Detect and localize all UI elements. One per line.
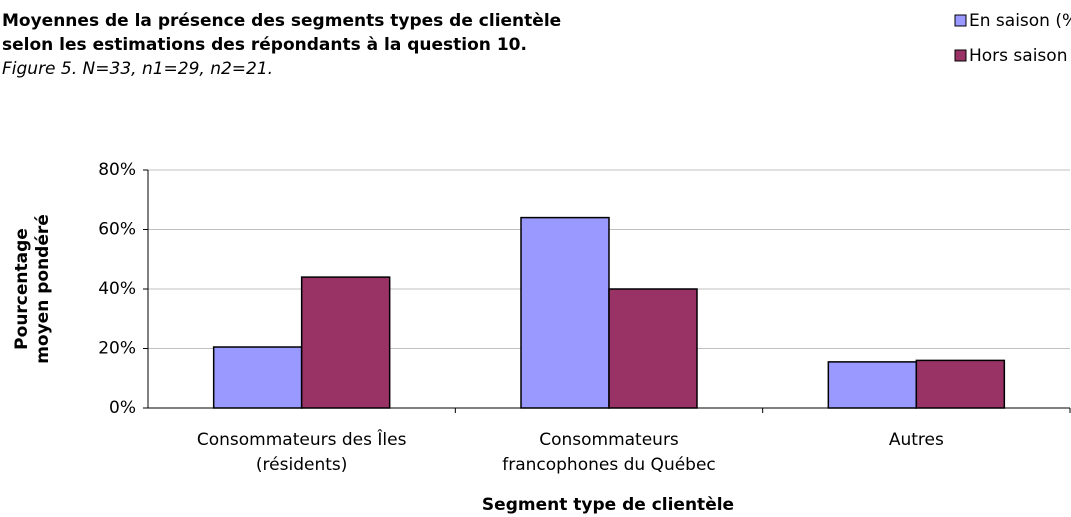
bar — [300, 276, 391, 409]
x-tick-label: (résidents) — [256, 455, 347, 475]
bar — [520, 216, 610, 409]
y-tick-label: 0% — [109, 398, 136, 418]
bar — [915, 359, 1006, 409]
y-tick-label: 60% — [98, 220, 136, 240]
bar — [827, 361, 918, 409]
y-tick-label: 40% — [98, 279, 136, 299]
legend-swatch — [954, 14, 967, 27]
y-tick-label: 80% — [98, 160, 136, 180]
y-axis-label-line: moyen pondéré — [33, 214, 53, 364]
legend-label: Hors saison (%) — [969, 46, 1071, 66]
x-axis-label: Segment type de clientèle — [482, 495, 734, 515]
chart-title: selon les estimations des répondants à l… — [2, 35, 527, 55]
x-tick-label: Consommateurs des Îles — [197, 428, 407, 450]
chart-subtitle: Figure 5. N=33, n1=29, n2=21. — [2, 59, 273, 79]
bar — [608, 288, 698, 409]
x-tick-label: Consommateurs — [539, 430, 679, 450]
y-axis-label-line: Pourcentage — [12, 228, 32, 350]
legend-swatch — [954, 49, 967, 62]
legend-label: En saison (%) — [969, 11, 1071, 31]
chart-title: Moyennes de la présence des segments typ… — [2, 11, 561, 31]
bar — [212, 346, 303, 409]
y-axis-label: Pourcentage moyen pondéré — [12, 214, 53, 364]
x-tick-label: francophones du Québec — [502, 455, 716, 475]
x-tick-label: Autres — [889, 430, 944, 450]
y-tick-label: 20% — [98, 339, 136, 359]
